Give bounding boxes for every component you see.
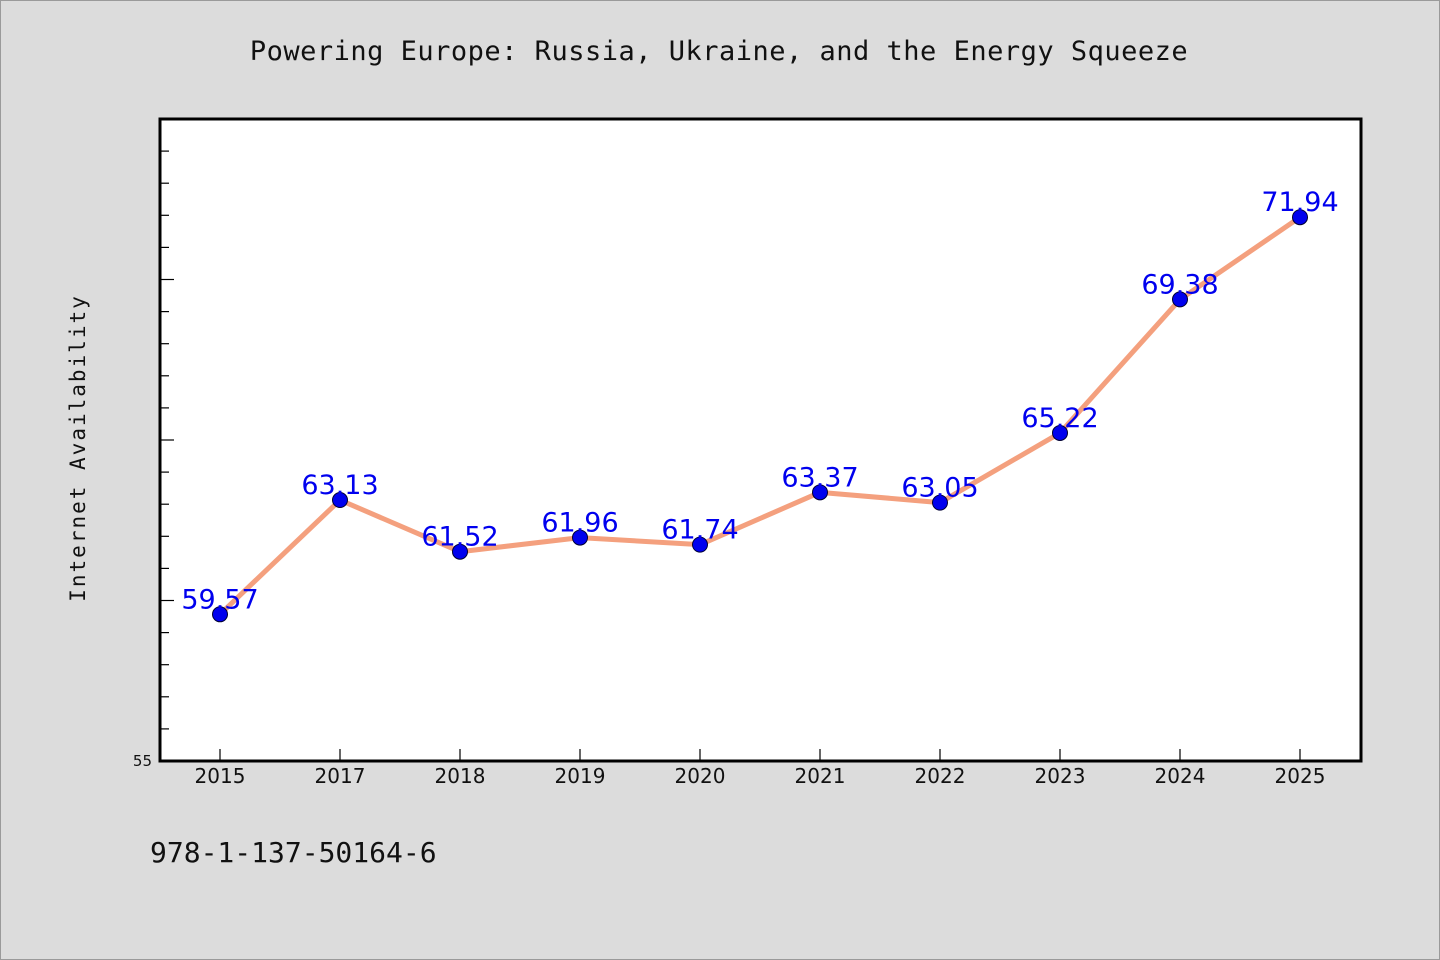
data-label: 59.57	[181, 584, 258, 615]
chart-title: Powering Europe: Russia, Ukraine, and th…	[249, 36, 1189, 67]
data-label: 61.74	[661, 515, 738, 546]
data-point	[1292, 209, 1308, 226]
data-point	[1052, 424, 1068, 441]
data-label: 61.96	[541, 508, 618, 539]
y-tick-label: 55	[133, 752, 152, 770]
x-tick-label: 2021	[795, 764, 846, 788]
data-point	[812, 484, 828, 501]
x-tick-label: 2017	[315, 764, 366, 788]
x-tick-label: 2022	[915, 764, 966, 788]
plot-area	[158, 117, 1363, 763]
data-label: 71.94	[1261, 187, 1338, 218]
data-point	[452, 543, 468, 560]
data-label: 63.05	[901, 473, 978, 504]
data-point	[212, 606, 228, 623]
data-label: 63.13	[301, 470, 378, 501]
x-axis-tick-labels: 2015 2017 2018 2019 2020 2021 2022 2023 2024 2025	[195, 764, 1326, 788]
x-tick-label: 2020	[675, 764, 726, 788]
data-point	[692, 536, 708, 553]
y-axis-ticks	[160, 150, 174, 730]
x-tick-label: 2015	[195, 764, 246, 788]
data-point	[932, 494, 948, 511]
x-tick-label: 2023	[1035, 764, 1086, 788]
x-tick-label: 2018	[435, 764, 486, 788]
x-tick-label: 2019	[555, 764, 606, 788]
x-tick-label: 2024	[1155, 764, 1206, 788]
y-axis-tick-labels: 55	[133, 752, 152, 770]
data-point	[332, 492, 348, 509]
data-point	[1172, 291, 1188, 308]
data-label: 65.22	[1021, 403, 1098, 434]
isbn-text: 978-1-137-50164-6	[150, 836, 437, 869]
x-axis-ticks	[219, 749, 1301, 761]
data-point	[572, 529, 588, 546]
series-line	[217, 214, 1303, 617]
data-label: 63.37	[781, 462, 858, 493]
x-tick-label: 2025	[1275, 764, 1326, 788]
series-group: 59.57 63.13 61.52 61.96 61.74 63.37 63.05 65.22…	[181, 187, 1339, 623]
data-label: 61.52	[421, 522, 498, 553]
data-label: 69.38	[1141, 269, 1218, 300]
